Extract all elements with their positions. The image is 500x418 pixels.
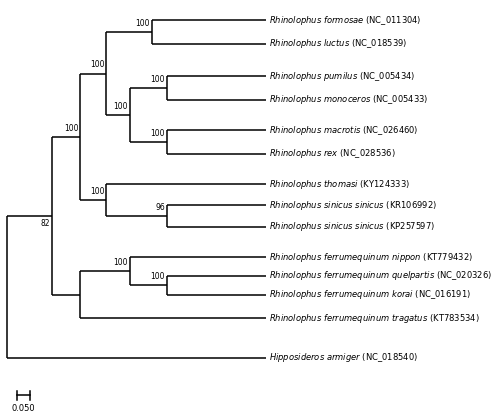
Text: 100: 100 <box>150 75 165 84</box>
Text: 82: 82 <box>40 219 50 228</box>
Text: 100: 100 <box>113 258 128 267</box>
Text: 0.050: 0.050 <box>12 404 35 413</box>
Text: $\it{Rhinolophus\ sinicus\ sinicus}$ (KR106992): $\it{Rhinolophus\ sinicus\ sinicus}$ (KR… <box>269 199 437 212</box>
Text: $\it{Rhinolophus\ ferrumequinum\ korai}$ (NC_016191): $\it{Rhinolophus\ ferrumequinum\ korai}$… <box>269 288 471 301</box>
Text: $\it{Rhinolophus\ rex}$ (NC_028536): $\it{Rhinolophus\ rex}$ (NC_028536) <box>269 148 396 161</box>
Text: 100: 100 <box>150 272 165 281</box>
Text: $\it{Rhinolophus\ ferrumequinum\ tragatus}$ (KT783534): $\it{Rhinolophus\ ferrumequinum\ tragatu… <box>269 311 480 325</box>
Text: $\it{Rhinolophus\ ferrumequinum\ nippon}$ (KT779432): $\it{Rhinolophus\ ferrumequinum\ nippon}… <box>269 250 473 264</box>
Text: $\it{Rhinolophus\ sinicus\ sinicus}$ (KP257597): $\it{Rhinolophus\ sinicus\ sinicus}$ (KP… <box>269 220 435 233</box>
Text: $\it{Rhinolophus\ macrotis}$ (NC_026460): $\it{Rhinolophus\ macrotis}$ (NC_026460) <box>269 124 418 137</box>
Text: 100: 100 <box>113 102 128 111</box>
Text: 100: 100 <box>150 129 165 138</box>
Text: 96: 96 <box>156 203 165 212</box>
Text: 100: 100 <box>90 60 104 69</box>
Text: 100: 100 <box>135 19 150 28</box>
Text: $\it{Rhinolophus\ monoceros}$ (NC_005433): $\it{Rhinolophus\ monoceros}$ (NC_005433… <box>269 93 428 107</box>
Text: $\it{Rhinolophus\ ferrumequinum\ quelpartis}$ (NC_020326): $\it{Rhinolophus\ ferrumequinum\ quelpar… <box>269 269 492 282</box>
Text: 100: 100 <box>64 124 78 133</box>
Text: 100: 100 <box>90 187 104 196</box>
Text: $\it{Rhinolophus\ luctus}$ (NC_018539): $\it{Rhinolophus\ luctus}$ (NC_018539) <box>269 37 407 50</box>
Text: $\it{Rhinolophus\ pumilus}$ (NC_005434): $\it{Rhinolophus\ pumilus}$ (NC_005434) <box>269 70 415 83</box>
Text: $\it{Rhinolophus\ thomasi}$ (KY124333): $\it{Rhinolophus\ thomasi}$ (KY124333) <box>269 178 410 191</box>
Text: $\it{Rhinolophus\ formosae}$ (NC_011304): $\it{Rhinolophus\ formosae}$ (NC_011304) <box>269 14 422 27</box>
Text: $\it{Hipposideros\ armiger}$ (NC_018540): $\it{Hipposideros\ armiger}$ (NC_018540) <box>269 352 418 364</box>
